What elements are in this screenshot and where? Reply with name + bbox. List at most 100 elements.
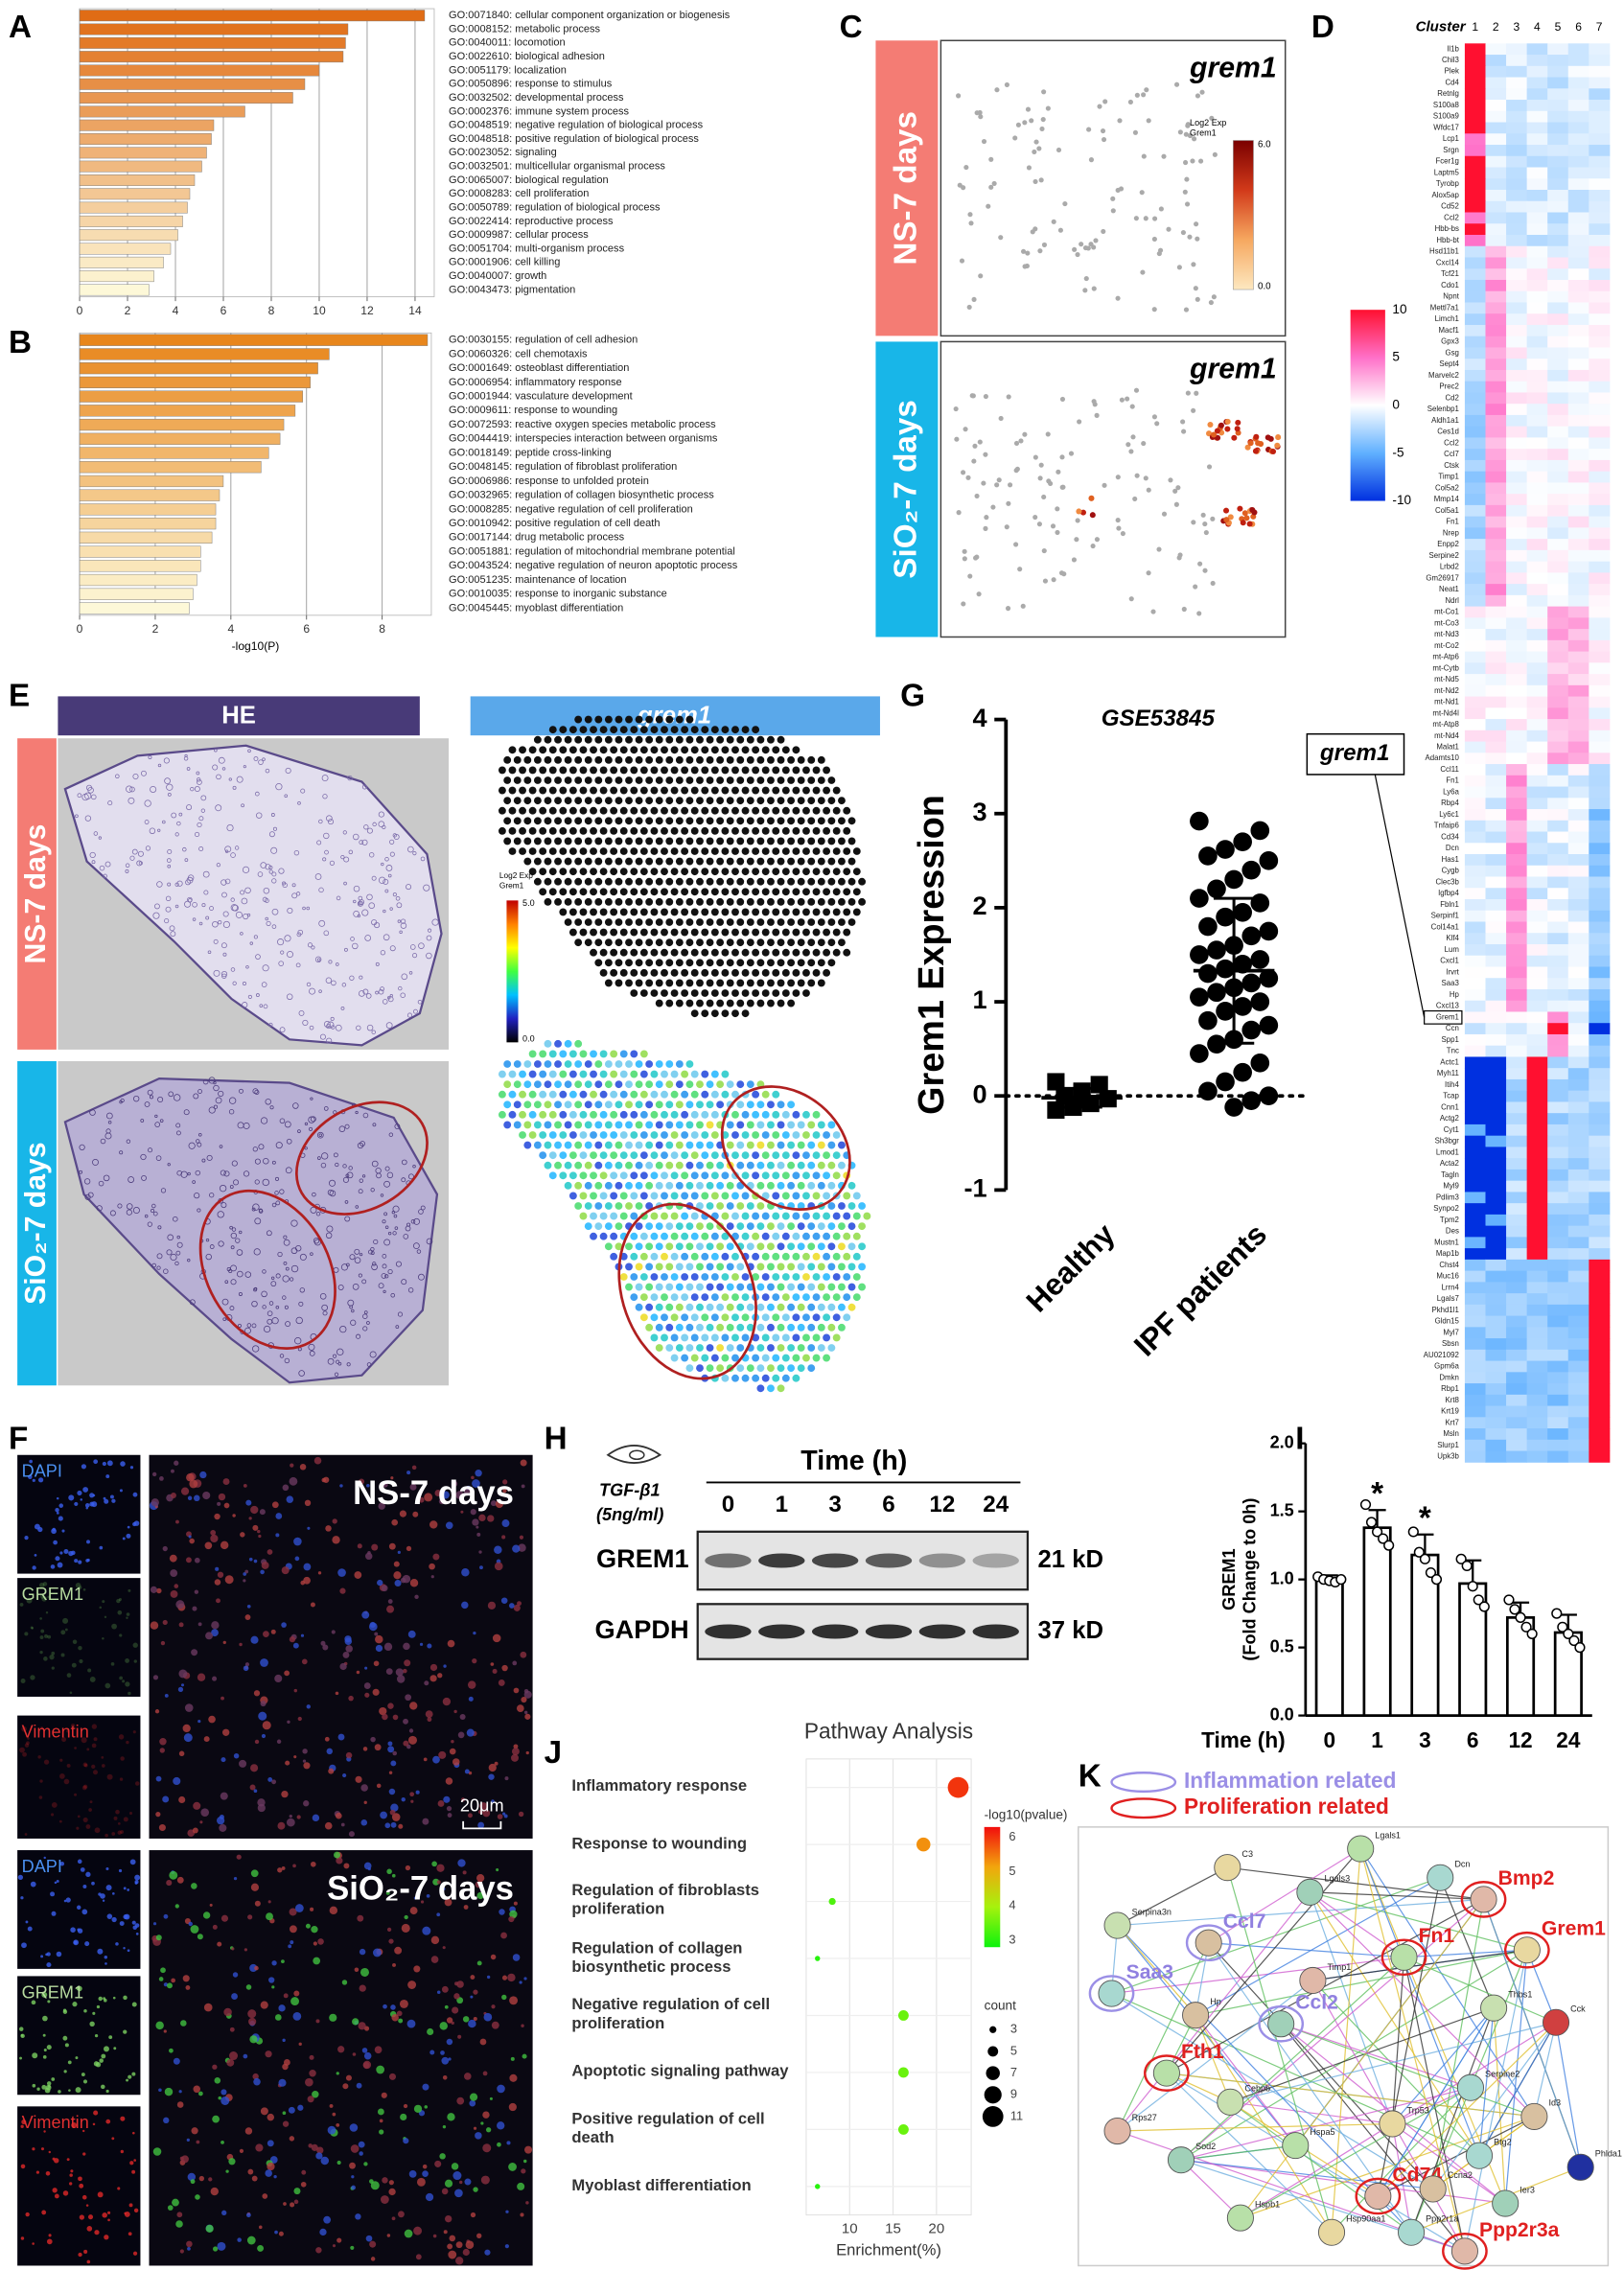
heat-cell bbox=[1547, 1192, 1569, 1204]
merged-signal bbox=[248, 1517, 252, 1520]
cell-dot bbox=[1032, 454, 1038, 460]
heat-cell bbox=[1547, 854, 1569, 867]
tissue-texture bbox=[403, 1234, 409, 1239]
heat-cell bbox=[1464, 539, 1486, 551]
heat-cell bbox=[1567, 1293, 1589, 1306]
spot bbox=[599, 888, 608, 896]
merged-signal bbox=[442, 1697, 452, 1706]
cell-dot bbox=[1037, 248, 1043, 254]
tissue-texture bbox=[93, 831, 99, 836]
stain-signal bbox=[81, 2073, 85, 2076]
merged-signal bbox=[359, 1984, 366, 1992]
spot bbox=[635, 797, 643, 805]
stain-signal bbox=[119, 1921, 125, 1927]
heat-cell bbox=[1567, 381, 1589, 393]
tissue-texture bbox=[331, 1025, 336, 1030]
tissue-texture bbox=[106, 1112, 113, 1120]
category-label: GO:0048519: negative regulation of biolo… bbox=[449, 120, 704, 131]
merged-signal bbox=[286, 1495, 294, 1503]
merged-signal bbox=[335, 1812, 342, 1819]
heat-cell bbox=[1567, 854, 1589, 867]
spot bbox=[670, 847, 679, 855]
stain-signal bbox=[111, 1832, 116, 1836]
stain-signal bbox=[123, 1947, 126, 1950]
heat-cell bbox=[1485, 1123, 1507, 1137]
merged-signal bbox=[199, 1471, 207, 1479]
tissue-texture bbox=[321, 1304, 328, 1311]
tissue-texture bbox=[337, 1285, 344, 1290]
heat-cell bbox=[1464, 584, 1486, 596]
spot bbox=[599, 1070, 608, 1078]
tissue-texture bbox=[170, 1253, 177, 1262]
spot bbox=[721, 888, 730, 896]
spot bbox=[604, 1141, 613, 1149]
spot bbox=[812, 847, 821, 855]
heat-cell bbox=[1547, 1023, 1569, 1035]
spot bbox=[675, 755, 684, 764]
stain-signal bbox=[89, 1676, 96, 1682]
tissue-texture bbox=[350, 1319, 357, 1326]
stain-signal bbox=[85, 1871, 91, 1877]
merged-signal bbox=[159, 1476, 164, 1481]
heat-cell bbox=[1589, 933, 1611, 945]
merged-signal bbox=[403, 1642, 410, 1651]
merged-signal bbox=[495, 1499, 503, 1509]
spot bbox=[827, 776, 836, 784]
tissue-texture bbox=[378, 811, 384, 818]
spot bbox=[777, 1262, 785, 1271]
heat-cell bbox=[1464, 966, 1486, 979]
stain-signal bbox=[132, 1730, 136, 1734]
stain-signal bbox=[117, 2187, 121, 2190]
spot bbox=[625, 1242, 633, 1251]
spot bbox=[594, 715, 603, 724]
heat-cell bbox=[1589, 786, 1611, 799]
heat-cell bbox=[1589, 606, 1611, 618]
heat-cell bbox=[1589, 359, 1611, 371]
heat-cell bbox=[1526, 200, 1548, 213]
spot bbox=[625, 1121, 633, 1129]
gene-label: Hbb-bt bbox=[1436, 236, 1459, 244]
heat-cell bbox=[1464, 55, 1486, 67]
cell-dot bbox=[1202, 521, 1208, 527]
spot bbox=[610, 1151, 618, 1160]
x-tick-label: 2 bbox=[125, 304, 131, 317]
heat-cell bbox=[1506, 843, 1528, 855]
spot bbox=[670, 868, 679, 876]
merged-signal bbox=[394, 1580, 402, 1587]
data-point bbox=[1259, 968, 1279, 988]
spot bbox=[615, 1100, 623, 1109]
tissue-texture bbox=[359, 899, 365, 905]
legend-title: Grem1 bbox=[499, 880, 524, 890]
tissue-texture bbox=[103, 1174, 110, 1182]
spot bbox=[661, 948, 668, 957]
heat-cell bbox=[1506, 549, 1528, 563]
spot bbox=[701, 1252, 709, 1261]
error-bar bbox=[1416, 1533, 1434, 1556]
stain-signal bbox=[58, 1819, 62, 1823]
spot bbox=[731, 1252, 739, 1261]
heat-cell bbox=[1567, 707, 1589, 720]
spot bbox=[650, 806, 659, 815]
heat-cell bbox=[1526, 178, 1548, 191]
heat-cell bbox=[1526, 561, 1548, 573]
stain-signal bbox=[59, 1758, 63, 1762]
spot bbox=[528, 806, 537, 815]
spot bbox=[630, 1273, 638, 1281]
cell-dot bbox=[1046, 478, 1052, 484]
heat-cell bbox=[1526, 1056, 1548, 1069]
heat-cell bbox=[1506, 910, 1528, 922]
stain-signal bbox=[42, 1582, 48, 1587]
tissue-texture bbox=[342, 1176, 349, 1183]
data-point bbox=[1250, 950, 1270, 969]
gene-label: Myh11 bbox=[1437, 1069, 1459, 1077]
merged-signal bbox=[281, 1566, 290, 1575]
cell-dot bbox=[1141, 441, 1147, 447]
spot bbox=[772, 1212, 780, 1220]
tissue-texture bbox=[328, 960, 333, 964]
spot bbox=[823, 806, 831, 815]
spot bbox=[802, 806, 810, 815]
tissue-texture bbox=[277, 938, 285, 946]
tissue-texture bbox=[126, 1209, 132, 1216]
spot bbox=[832, 1131, 841, 1139]
heat-cell bbox=[1526, 1147, 1548, 1159]
